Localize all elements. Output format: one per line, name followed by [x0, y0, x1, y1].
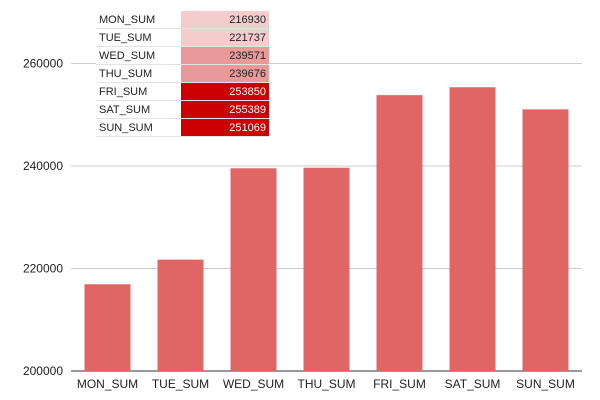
table-cell-value: 255389 — [181, 100, 269, 119]
bar — [522, 109, 569, 372]
table-row: THU_SUM 239676 — [96, 64, 269, 83]
table-cell-value: 253850 — [181, 82, 269, 101]
bar — [157, 259, 204, 371]
y-tick-label: 200000 — [23, 364, 63, 378]
table-cell-name: MON_SUM — [96, 11, 181, 29]
bar — [303, 167, 350, 371]
bar — [230, 168, 277, 371]
table-cell-value: 216930 — [181, 11, 269, 29]
table-cell-name: SAT_SUM — [96, 100, 181, 119]
data-table: MON_SUM 216930 TUE_SUM 221737 WED_SUM 239571 T… — [96, 11, 269, 137]
table-row: TUE_SUM 221737 — [96, 28, 269, 47]
x-tick-label: SAT_SUM — [445, 377, 501, 391]
table-cell-value: 239571 — [181, 46, 269, 65]
bar — [84, 284, 131, 371]
x-tick-label: MON_SUM — [77, 377, 138, 391]
table-cell-name: WED_SUM — [96, 46, 181, 65]
bar — [376, 95, 423, 371]
table-row: SAT_SUM 255389 — [96, 100, 269, 119]
x-tick-label: TUE_SUM — [152, 377, 209, 391]
y-tick-label: 220000 — [23, 262, 63, 276]
table-cell-name: SUN_SUM — [96, 118, 181, 137]
table-cell-name: THU_SUM — [96, 64, 181, 83]
table-row: MON_SUM 216930 — [96, 11, 269, 29]
y-tick-label: 240000 — [23, 159, 63, 173]
table-row: FRI_SUM 253850 — [96, 82, 269, 101]
table-cell-value: 251069 — [181, 118, 269, 137]
x-tick-label: FRI_SUM — [373, 377, 426, 391]
x-tick-label: THU_SUM — [297, 377, 355, 391]
table-cell-value: 221737 — [181, 28, 269, 47]
table-row: WED_SUM 239571 — [96, 46, 269, 65]
table-row: SUN_SUM 251069 — [96, 118, 269, 137]
x-tick-label: WED_SUM — [223, 377, 284, 391]
table-cell-name: TUE_SUM — [96, 28, 181, 47]
table-cell-name: FRI_SUM — [96, 82, 181, 101]
bar — [449, 87, 496, 372]
y-tick-label: 260000 — [23, 57, 63, 71]
x-tick-label: SUN_SUM — [516, 377, 575, 391]
table-cell-value: 239676 — [181, 64, 269, 83]
